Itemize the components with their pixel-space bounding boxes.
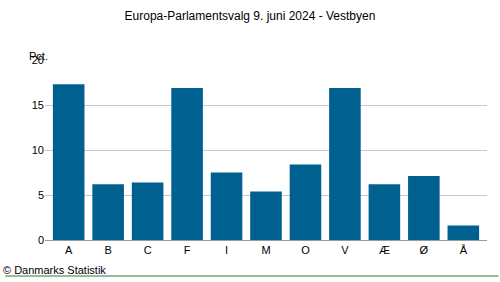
svg-text:V: V <box>341 244 349 256</box>
svg-text:F: F <box>184 244 191 256</box>
svg-text:20: 20 <box>32 54 44 66</box>
svg-text:O: O <box>301 244 310 256</box>
svg-text:Æ: Æ <box>379 244 390 256</box>
svg-text:Å: Å <box>460 244 468 256</box>
svg-text:10: 10 <box>32 144 44 156</box>
svg-text:© Danmarks Statistik: © Danmarks Statistik <box>3 264 106 276</box>
svg-text:0: 0 <box>38 234 44 246</box>
svg-text:Europa-Parlamentsvalg 9. juni: Europa-Parlamentsvalg 9. juni 2024 - Ves… <box>125 9 376 23</box>
svg-text:15: 15 <box>32 99 44 111</box>
svg-text:B: B <box>104 244 111 256</box>
svg-text:5: 5 <box>38 189 44 201</box>
svg-text:A: A <box>65 244 73 256</box>
svg-text:M: M <box>261 244 270 256</box>
svg-text:Ø: Ø <box>420 244 429 256</box>
svg-text:I: I <box>225 244 228 256</box>
svg-text:C: C <box>144 244 152 256</box>
svg-text:Pct.: Pct. <box>29 50 48 62</box>
